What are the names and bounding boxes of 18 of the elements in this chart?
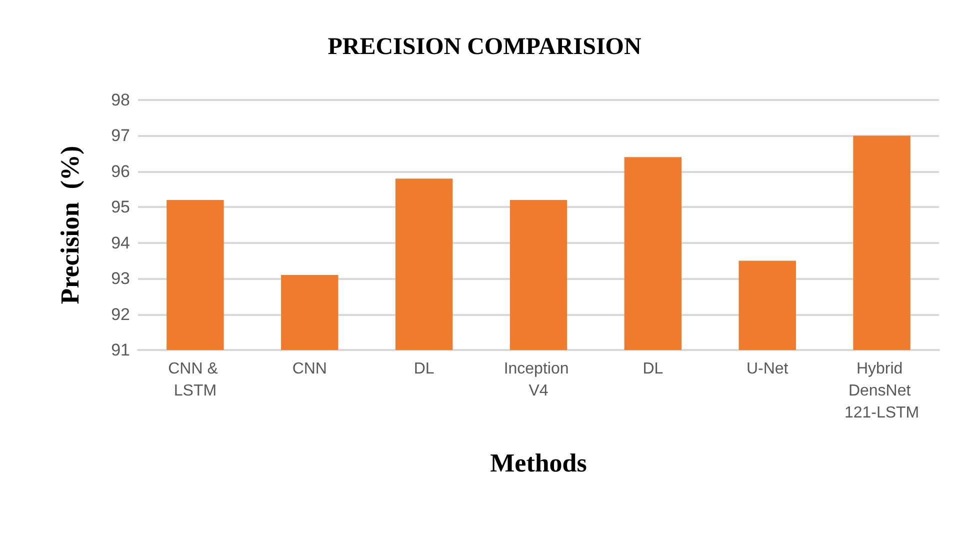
y-tick-label: 91 — [111, 340, 130, 360]
x-axis-title: Methods — [490, 448, 587, 478]
y-tick-label: 98 — [111, 90, 130, 110]
x-tick-label: U-Net — [746, 360, 789, 378]
x-tick-label: Hybrid DensNet 121-LSTM — [844, 360, 920, 422]
x-tick-label: CNN & LSTM — [168, 360, 222, 400]
y-tick-label: 92 — [111, 304, 130, 324]
y-tick-label: 97 — [111, 126, 130, 146]
y-tick-label: 95 — [111, 198, 130, 217]
x-tick-label: DL — [414, 360, 434, 378]
chart-title: PRECISION COMPARISION — [328, 34, 642, 60]
y-tick-label: 94 — [111, 233, 130, 252]
x-tick-label: CNN — [292, 360, 327, 378]
x-tick-label: Inception V4 — [504, 360, 574, 400]
y-tick-label: 96 — [111, 162, 130, 181]
y-axis-title: Precision (%) — [56, 146, 84, 304]
x-tick-label: DL — [642, 360, 664, 378]
y-tick-label: 93 — [111, 269, 130, 288]
